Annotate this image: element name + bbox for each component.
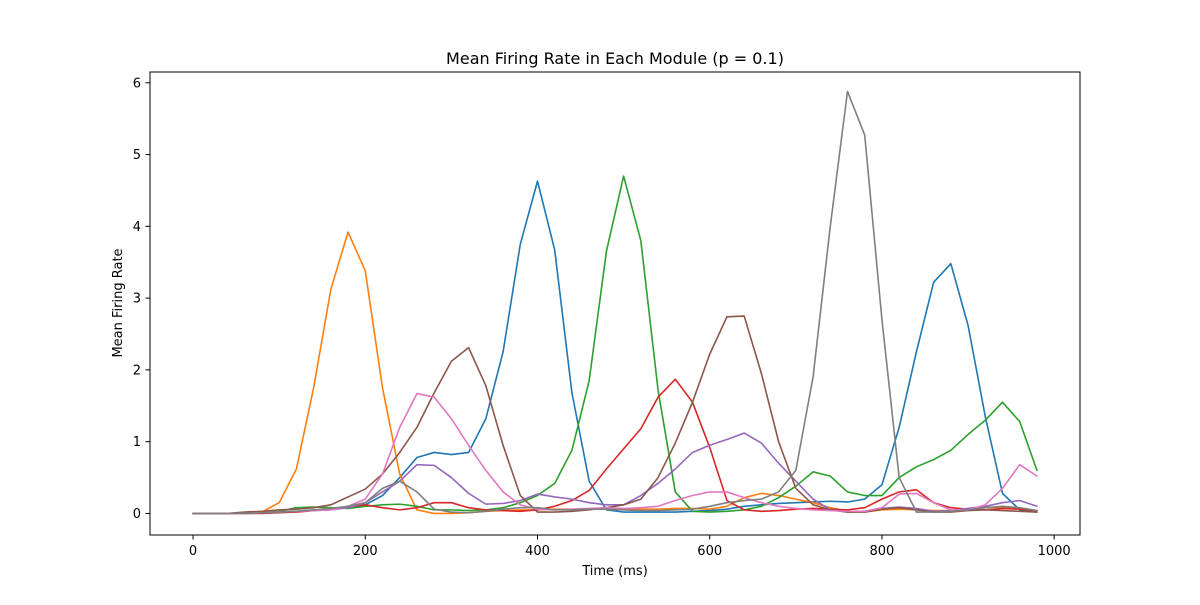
x-tick-label-400: 400 bbox=[525, 544, 550, 559]
y-tick-label-6: 6 bbox=[133, 76, 141, 91]
x-axis: 0 200 400 600 800 1000 bbox=[189, 535, 1071, 559]
y-tick-label-0: 0 bbox=[133, 507, 141, 522]
series-line-1 bbox=[192, 180, 1038, 515]
plot-area-frame bbox=[149, 71, 1081, 536]
x-tick-label-600: 600 bbox=[697, 544, 722, 559]
y-tick-label-5: 5 bbox=[133, 148, 141, 163]
series-line-8 bbox=[192, 90, 1038, 515]
series-line-7 bbox=[192, 392, 1038, 515]
series-line-6 bbox=[192, 315, 1038, 515]
series-line-3 bbox=[192, 175, 1038, 515]
y-axis: 0 1 2 3 4 5 6 bbox=[133, 76, 150, 522]
y-tick-label-4: 4 bbox=[133, 220, 141, 235]
x-tick-label-1000: 1000 bbox=[1038, 544, 1071, 559]
y-tick-label-1: 1 bbox=[133, 435, 141, 450]
x-tick-label-800: 800 bbox=[870, 544, 895, 559]
y-tick-label-3: 3 bbox=[133, 292, 141, 307]
x-tick-label-0: 0 bbox=[189, 544, 197, 559]
x-axis-label: Time (ms) bbox=[581, 564, 648, 579]
y-axis-label: Mean Firing Rate bbox=[111, 248, 126, 357]
chart-title: Mean Firing Rate in Each Module (p = 0.1… bbox=[446, 49, 784, 68]
y-tick-label-2: 2 bbox=[133, 363, 141, 378]
x-tick-label-200: 200 bbox=[353, 544, 378, 559]
series-group bbox=[192, 90, 1038, 515]
